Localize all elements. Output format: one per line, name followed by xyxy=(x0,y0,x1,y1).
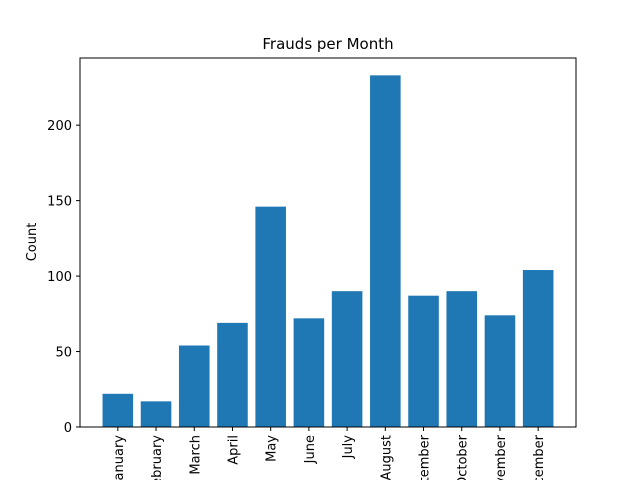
x-tick-label: February xyxy=(150,435,165,480)
x-tick-label: October xyxy=(456,434,471,480)
bar xyxy=(178,345,210,427)
x-tick-label: August xyxy=(379,435,394,480)
x-tick-label: January xyxy=(112,435,127,480)
x-tick-label: April xyxy=(226,435,241,465)
bar xyxy=(408,295,439,427)
bar xyxy=(484,315,516,427)
plot-frame xyxy=(79,57,577,428)
y-tick-label: 150 xyxy=(47,195,72,210)
x-tick-label: September xyxy=(418,434,433,480)
bar xyxy=(331,291,363,427)
y-tick-label: 100 xyxy=(47,270,72,285)
bar xyxy=(446,291,478,427)
bar xyxy=(293,318,325,427)
y-tick-label: 50 xyxy=(55,346,72,361)
bar xyxy=(370,75,401,427)
x-tick-label: December xyxy=(532,434,547,480)
x-tick-label: May xyxy=(265,435,280,462)
chart-title: Frauds per Month xyxy=(262,35,393,53)
x-tick-label: November xyxy=(494,434,509,480)
y-axis-label: Count xyxy=(25,223,40,262)
x-tick-label: July xyxy=(341,435,356,460)
bar xyxy=(255,206,286,427)
bar xyxy=(102,393,134,427)
bar xyxy=(522,270,554,427)
y-tick-label: 0 xyxy=(64,421,72,436)
x-tick-label: June xyxy=(303,435,318,464)
bar xyxy=(217,322,248,427)
y-tick-label: 200 xyxy=(47,119,72,134)
x-tick-label: March xyxy=(188,435,203,475)
bar xyxy=(140,401,172,427)
